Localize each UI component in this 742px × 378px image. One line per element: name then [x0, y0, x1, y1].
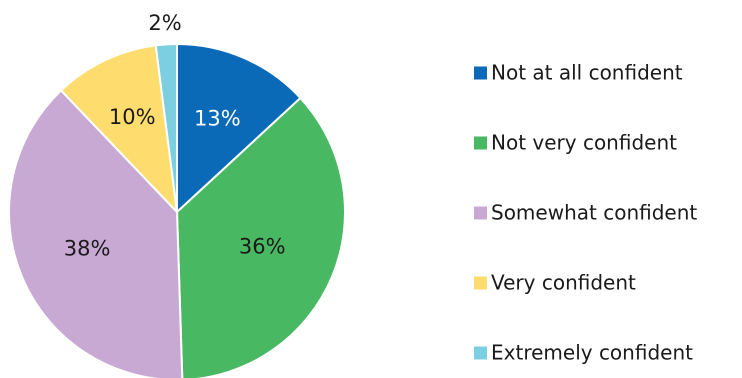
slice-label: 36% [239, 235, 286, 259]
slice-label: 2% [148, 11, 181, 35]
legend-label: Somewhat confident [491, 201, 697, 225]
pie-slices [8, 42, 346, 378]
legend-item: Not very confident [474, 131, 677, 155]
legend-item: Very confident [474, 271, 636, 295]
legend: Not at all confident Not very confident So… [474, 61, 697, 365]
pie-slice-extremely-confident [154, 42, 178, 213]
legend-swatch [474, 66, 487, 80]
legend-swatch [474, 276, 487, 290]
legend-label: Extremely confident [491, 341, 693, 365]
legend-swatch [474, 136, 487, 150]
legend-swatch [474, 206, 487, 220]
legend-item: Somewhat confident [474, 201, 697, 225]
legend-label: Not very confident [491, 131, 677, 155]
pie-slice-very-confident [59, 44, 179, 215]
slice-label: 10% [109, 105, 156, 129]
legend-label: Not at all confident [491, 61, 683, 85]
slice-label: 13% [194, 107, 241, 131]
slice-label: 38% [64, 237, 111, 261]
pie-slice-somewhat-confident [8, 88, 184, 378]
legend-item: Not at all confident [474, 61, 683, 85]
legend-swatch [474, 346, 487, 360]
pie-slice-labels: 13% 36% 38% 10% 2% [64, 11, 286, 260]
pie-slice-not-at-all-confident [176, 42, 302, 215]
pie-slice-not-very-confident [175, 96, 346, 378]
legend-label: Very confident [491, 271, 636, 295]
legend-item: Extremely confident [474, 341, 693, 365]
